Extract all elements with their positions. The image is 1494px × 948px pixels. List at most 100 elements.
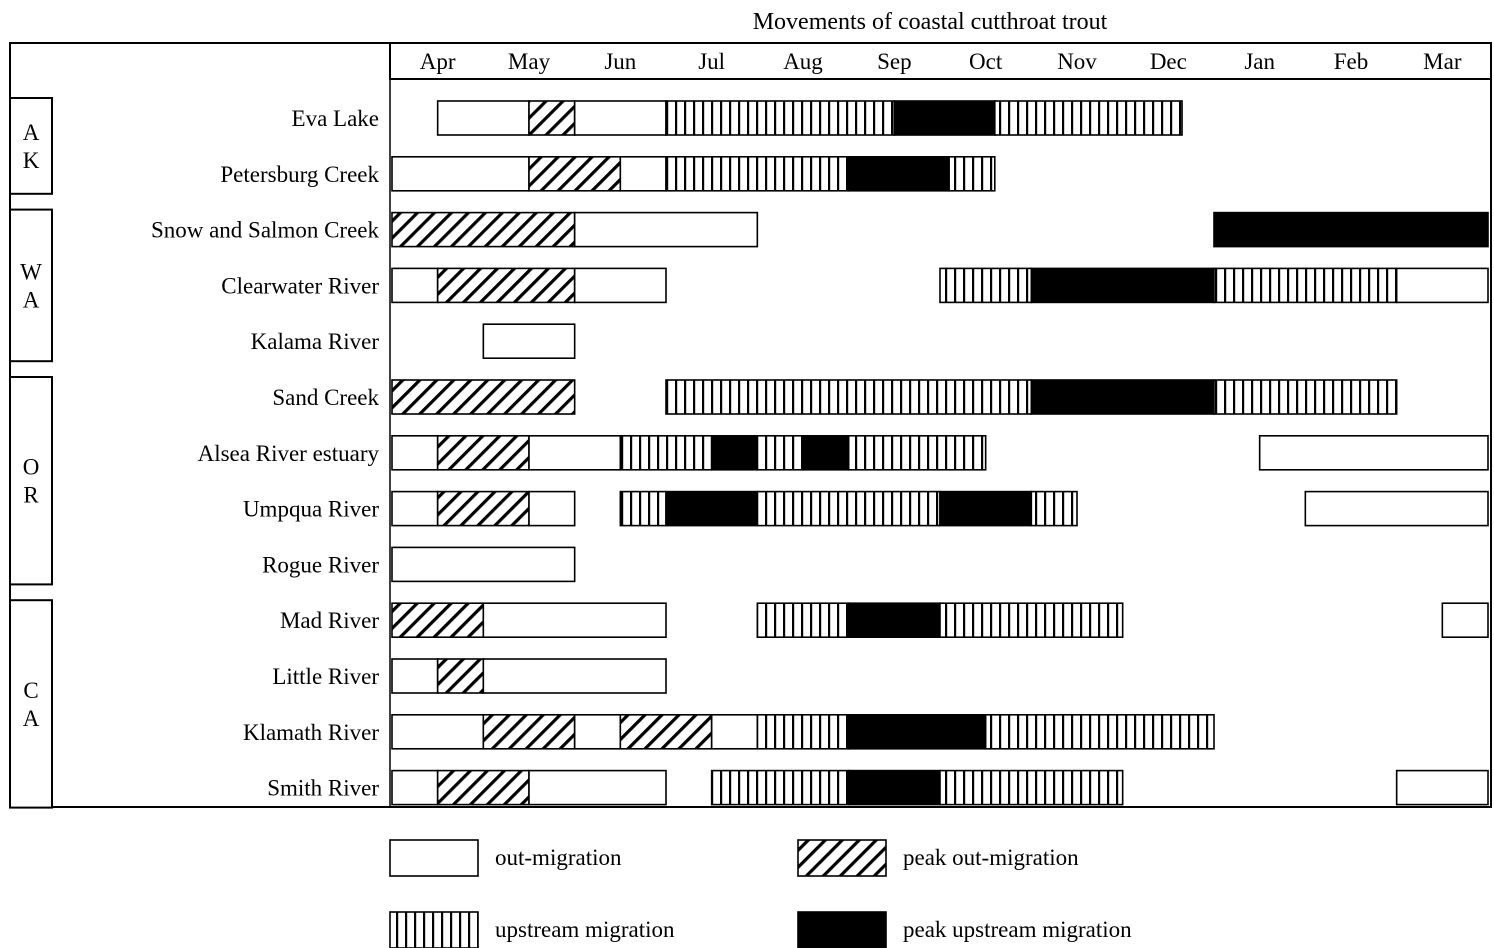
bar-segment-peak-out (528, 156, 622, 192)
bar-segment-peak-out (528, 100, 576, 136)
river-label: Kalama River (251, 329, 380, 354)
legend-label-peak-up: peak upstream migration (903, 917, 1132, 942)
bar-segment-peak-out (391, 379, 576, 415)
bar-segment-peak-up (665, 490, 759, 527)
bar-segment-up (993, 100, 1183, 136)
bar-segment-out (1441, 602, 1489, 639)
river-label: Eva Lake (292, 106, 379, 131)
bar-segment-peak-up (710, 434, 759, 471)
state-group-box (9, 376, 53, 586)
bar-segment-out (436, 100, 530, 136)
bar-segment-up (847, 434, 987, 471)
river-label: Petersburg Creek (220, 162, 379, 187)
month-label-jul: Jul (698, 49, 725, 74)
river-label: Little River (272, 664, 379, 689)
month-label-sep: Sep (877, 49, 912, 74)
legend-label-out: out-migration (495, 845, 622, 870)
bar-segment-out (1258, 434, 1489, 471)
river-label: Rogue River (262, 552, 379, 577)
bar-segment-out (1395, 267, 1489, 304)
river-label: Klamath River (243, 720, 379, 745)
bar-segment-up (1213, 267, 1398, 304)
bar-segment-out (528, 490, 576, 527)
bar-segment-up (756, 713, 850, 750)
river-label: Umpqua River (243, 497, 379, 522)
bar-segment-peak-out (436, 434, 530, 471)
bar-segment-out (391, 769, 439, 806)
month-label-jan: Jan (1244, 49, 1275, 74)
bar-segment-peak-out (391, 602, 485, 639)
bar-segment-up (665, 379, 1033, 415)
chart-title: Movements of coastal cutthroat trout (753, 9, 1108, 35)
river-label: Mad River (280, 608, 379, 633)
bar-segment-up (710, 769, 850, 806)
month-tick-labels: Apr May Jun Jul Aug Sep Oct Nov Dec Jan Feb Mar (420, 49, 1462, 74)
bar-segment-up (619, 490, 667, 527)
month-label-dec: Dec (1150, 49, 1187, 74)
month-label-mar: Mar (1423, 49, 1462, 74)
legend-swatch-peak-out (797, 839, 887, 877)
bar-segment-up (1030, 490, 1078, 527)
state-group-box (9, 97, 53, 195)
bar-segment-out (391, 434, 439, 471)
bar-segment-out (573, 100, 667, 136)
river-label: Clearwater River (221, 273, 379, 298)
bar-segment-peak-out (436, 658, 485, 694)
month-header (389, 42, 1492, 80)
legend-label-up: upstream migration (495, 917, 675, 942)
bar-segment-peak-up (802, 434, 850, 471)
bar-segment-out (573, 267, 667, 304)
river-label: Sand Creek (272, 385, 379, 410)
bar-segment-out (482, 658, 667, 694)
bar-segment-up (756, 490, 941, 527)
bar-segment-peak-up (847, 769, 941, 806)
bar-segment-peak-up (847, 156, 950, 192)
bar-segment-out (1395, 769, 1489, 806)
month-label-feb: Feb (1334, 49, 1369, 74)
river-label: Alsea River estuary (198, 441, 380, 466)
bar-segment-out (391, 156, 530, 192)
bar-segment-peak-out (436, 490, 530, 527)
bar-segment-peak-up (939, 490, 1033, 527)
bar-segment-peak-up (1030, 267, 1215, 304)
month-label-jun: Jun (604, 49, 636, 74)
bar-segment-peak-up (1213, 211, 1489, 248)
legend-swatch-peak-up (797, 911, 887, 948)
legend-swatch-out (389, 839, 479, 877)
bar-segment-out (391, 658, 439, 694)
bar-segment-out (482, 602, 667, 639)
legend-swatch-up (389, 911, 479, 948)
bar-segment-peak-out (436, 267, 576, 304)
bar-segment-out (391, 713, 485, 750)
month-label-may: May (508, 49, 551, 74)
bar-segment-out (619, 156, 667, 192)
bar-segment-up (619, 434, 713, 471)
bar-segment-out (573, 211, 759, 248)
bar-segment-out (391, 546, 576, 583)
bar-segment-up (665, 100, 896, 136)
bar-segment-peak-out (436, 769, 530, 806)
bar-segment-out (482, 323, 576, 360)
bar-segment-peak-up (847, 713, 987, 750)
bar-segment-out (528, 434, 622, 471)
river-label: Snow and Salmon Creek (151, 218, 380, 243)
month-label-apr: Apr (420, 49, 456, 74)
bar-segment-out (391, 490, 439, 527)
month-label-oct: Oct (969, 49, 1003, 74)
bar-segment-up (665, 156, 850, 192)
river-label: Smith River (267, 776, 379, 801)
bar-segment-up (1213, 379, 1398, 415)
month-label-aug: Aug (783, 49, 823, 74)
bar-segment-up (939, 267, 1033, 304)
bar-segment-peak-up (893, 100, 996, 136)
bar-segment-up (984, 713, 1215, 750)
